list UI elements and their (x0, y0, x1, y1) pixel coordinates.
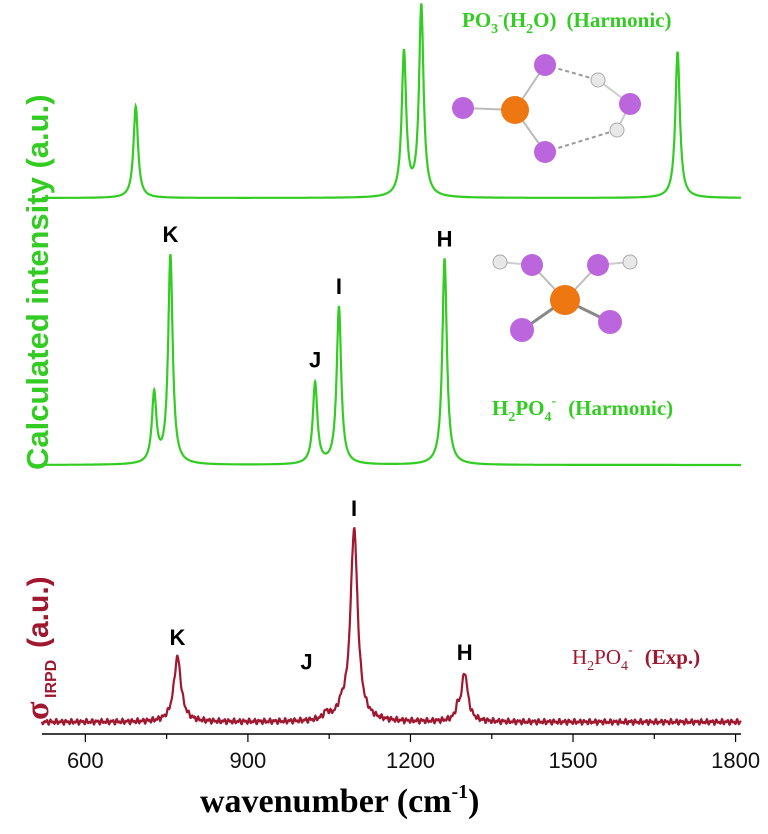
x-axis: 600 900 1200 1500 1800 (42, 733, 760, 773)
y-label-sigma-subscript: IRPD (43, 660, 60, 698)
phosphorus-atom (501, 96, 529, 124)
x-tick-label: 1200 (386, 748, 435, 773)
hydrogen-atom (590, 72, 606, 88)
oxygen-atom (534, 54, 556, 76)
x-tick-label: 1500 (549, 748, 598, 773)
peak-label-i: I (336, 274, 342, 299)
y-label-sigma: σ (19, 701, 56, 720)
peak-label-i: I (351, 496, 357, 521)
y-label-unit: (a.u.) (22, 576, 55, 648)
peak-label-j: J (309, 348, 321, 373)
molecule-h2po4-inset (492, 254, 638, 342)
oxygen-atom (534, 141, 556, 163)
x-axis-label: wavenumber (cm-1) (200, 781, 480, 820)
oxygen-atom (510, 318, 534, 342)
panel-title-h2po4-harmonic: H2PO4- (Harmonic) (492, 394, 673, 425)
panel-title-h2po4-exp: H2PO4- (Exp.) (572, 643, 700, 674)
hydrogen-atom (622, 254, 638, 270)
phosphorus-atom (550, 285, 580, 315)
panel-po3-h2o (42, 3, 741, 199)
x-tick-label: 900 (230, 748, 267, 773)
spectrum-line-0 (42, 3, 741, 199)
hydrogen-atom (492, 254, 508, 270)
oxygen-atom (521, 254, 543, 276)
molecule-po3-h2o-inset (452, 54, 641, 163)
panel-h2po4-harmonic: K J I H (42, 222, 741, 467)
y-axis-label-calculated: Calculated intensity (a.u.) (20, 94, 55, 470)
peak-label-k: K (162, 222, 178, 247)
oxygen-atom (619, 93, 641, 115)
panel-title-po3-h2o: PO3-(H2O) (Harmonic) (462, 8, 671, 37)
spectrum-line-2 (40, 526, 742, 727)
oxygen-atom (587, 254, 609, 276)
x-tick-label: 1800 (711, 748, 760, 773)
peak-label-h: H (437, 226, 453, 251)
spectrum-line-1 (42, 254, 741, 467)
oxygen-atom (598, 310, 622, 334)
oxygen-atom (452, 97, 474, 119)
peak-label-j: J (300, 650, 312, 675)
peak-label-h: H (457, 640, 473, 665)
peak-label-k: K (170, 625, 186, 650)
hydrogen-atom (609, 122, 625, 138)
y-axis-label-experimental: σ IRPD (a.u.) (19, 576, 60, 720)
panel-h2po4-exp: K J I H (40, 496, 742, 727)
x-tick-label: 600 (67, 748, 104, 773)
